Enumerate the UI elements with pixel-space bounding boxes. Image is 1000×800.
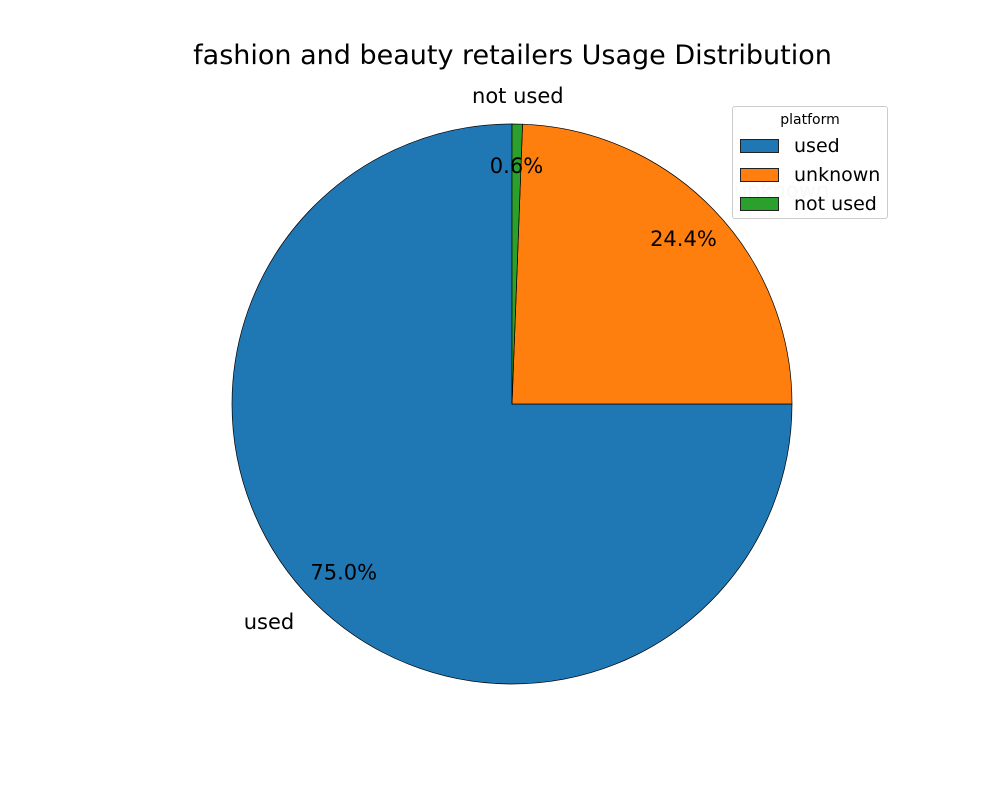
legend-item-not-used: not used (740, 193, 877, 215)
slice-label-not-used: not used (472, 84, 564, 108)
slice-label-used: used (244, 610, 295, 634)
legend-title: platform (780, 112, 840, 128)
pie-slice-used (231, 123, 793, 685)
legend-swatch-unknown (740, 168, 779, 182)
pct-label-used: 75.0% (310, 560, 377, 584)
legend: platform used unknown not used (732, 106, 888, 219)
legend-swatch-used (740, 139, 779, 153)
pct-label-unknown: 24.4% (650, 227, 717, 251)
legend-label-unknown: unknown (794, 164, 881, 186)
legend-item-used: used (740, 135, 840, 157)
pct-label-not-used: 0.6% (490, 154, 543, 178)
legend-swatch-not-used (740, 197, 779, 211)
legend-item-unknown: unknown (740, 164, 880, 186)
pie-slice-not-used (511, 123, 523, 405)
legend-label-used: used (794, 135, 840, 157)
pie-slice-unknown (511, 123, 793, 405)
legend-label-not-used: not used (794, 193, 877, 215)
chart-title: fashion and beauty retailers Usage Distr… (193, 40, 832, 71)
